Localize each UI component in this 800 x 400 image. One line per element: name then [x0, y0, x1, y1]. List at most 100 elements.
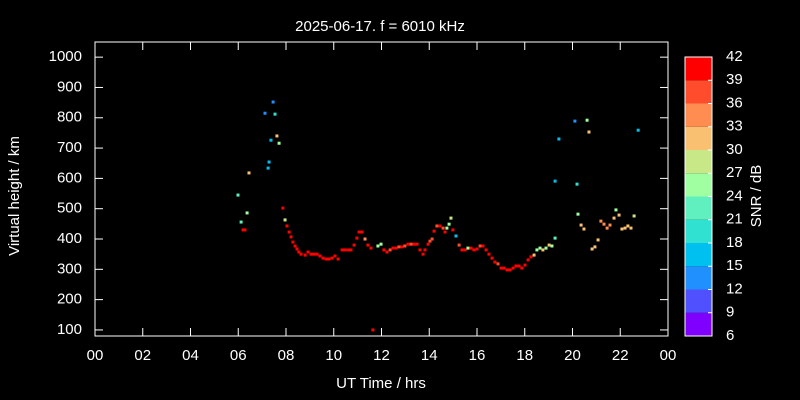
data-point	[438, 224, 442, 228]
data-point	[493, 260, 497, 264]
data-point	[447, 222, 451, 226]
data-point	[263, 111, 267, 115]
data-point	[449, 216, 453, 220]
data-point	[466, 246, 470, 250]
data-point	[267, 160, 271, 164]
data-point	[277, 141, 281, 145]
data-point	[421, 252, 425, 256]
data-point	[309, 252, 313, 256]
data-point	[487, 252, 491, 256]
data-point	[472, 248, 476, 252]
data-point	[412, 242, 416, 246]
data-point	[295, 247, 299, 251]
data-point	[291, 240, 295, 244]
data-point	[426, 242, 430, 246]
data-point	[312, 252, 316, 256]
data-point	[400, 245, 404, 249]
data-point	[432, 229, 436, 233]
data-point	[585, 118, 589, 122]
data-point	[617, 213, 621, 217]
data-point	[538, 246, 542, 250]
data-point	[318, 254, 322, 258]
colorbar-swatch	[685, 126, 712, 150]
y-tick-label: 900	[57, 78, 82, 95]
data-point	[612, 216, 616, 220]
y-tick-label: 600	[57, 169, 82, 186]
data-point	[409, 242, 413, 246]
data-point	[496, 262, 500, 266]
colorbar-swatch	[685, 266, 712, 290]
data-point	[547, 243, 551, 247]
x-tick-label: 12	[373, 347, 390, 364]
data-point	[352, 243, 356, 247]
data-point	[579, 223, 583, 227]
data-point	[451, 228, 455, 232]
data-point	[475, 247, 479, 251]
data-point	[346, 248, 350, 252]
data-point	[275, 134, 279, 138]
data-point	[241, 228, 245, 232]
data-point	[481, 244, 485, 248]
colorbar-swatch	[685, 196, 712, 220]
data-point	[441, 226, 445, 230]
data-point	[269, 138, 273, 142]
data-point	[576, 212, 580, 216]
data-point	[355, 236, 359, 240]
data-point	[632, 214, 636, 218]
colorbar-tick-label: 15	[726, 257, 743, 274]
data-point	[247, 171, 251, 175]
data-point	[532, 253, 536, 257]
data-point	[460, 248, 464, 252]
data-point	[511, 266, 515, 270]
data-point	[297, 250, 301, 254]
colorbar-tick-label: 30	[726, 141, 743, 158]
data-point	[385, 250, 389, 254]
colorbar-swatch	[685, 219, 712, 243]
data-point	[553, 236, 557, 240]
data-point	[623, 226, 627, 230]
colorbar-tick-label: 21	[726, 211, 743, 228]
colorbar-swatch	[685, 243, 712, 267]
data-point	[553, 179, 557, 183]
y-axis-label: Virtual height / km	[6, 136, 23, 256]
colorbar-tick-label: 42	[726, 48, 743, 65]
data-point	[293, 244, 297, 248]
data-point	[327, 257, 331, 261]
data-point	[283, 218, 287, 222]
data-point	[287, 230, 291, 234]
data-point	[626, 224, 630, 228]
data-point	[406, 242, 410, 246]
data-point	[371, 328, 375, 332]
data-point	[454, 234, 458, 238]
data-point	[415, 242, 419, 246]
x-axis-label: UT Time / hrs	[336, 375, 426, 392]
colorbar-swatch	[685, 173, 712, 197]
x-tick-label: 16	[469, 347, 486, 364]
data-point	[369, 246, 373, 250]
colorbar-tick-label: 39	[726, 71, 743, 88]
data-point	[605, 226, 609, 230]
x-tick-label: 06	[230, 347, 247, 364]
data-point	[614, 208, 618, 212]
data-point	[535, 248, 539, 252]
x-tick-label: 22	[612, 347, 629, 364]
x-tick-label: 20	[564, 347, 581, 364]
data-point	[505, 268, 509, 272]
data-point	[418, 248, 422, 252]
data-point	[608, 223, 612, 227]
y-tick-label: 400	[57, 230, 82, 247]
data-point	[463, 248, 467, 252]
colorbar-swatch	[685, 312, 712, 336]
data-point	[285, 224, 289, 228]
data-point	[315, 252, 319, 256]
data-point	[590, 247, 594, 251]
data-point	[620, 227, 624, 231]
plot-frame	[94, 41, 669, 337]
data-point	[239, 220, 243, 224]
data-point	[236, 193, 240, 197]
data-point	[575, 182, 579, 186]
data-point	[514, 264, 518, 268]
data-point	[469, 246, 473, 250]
data-point	[435, 224, 439, 228]
data-point	[428, 239, 432, 243]
